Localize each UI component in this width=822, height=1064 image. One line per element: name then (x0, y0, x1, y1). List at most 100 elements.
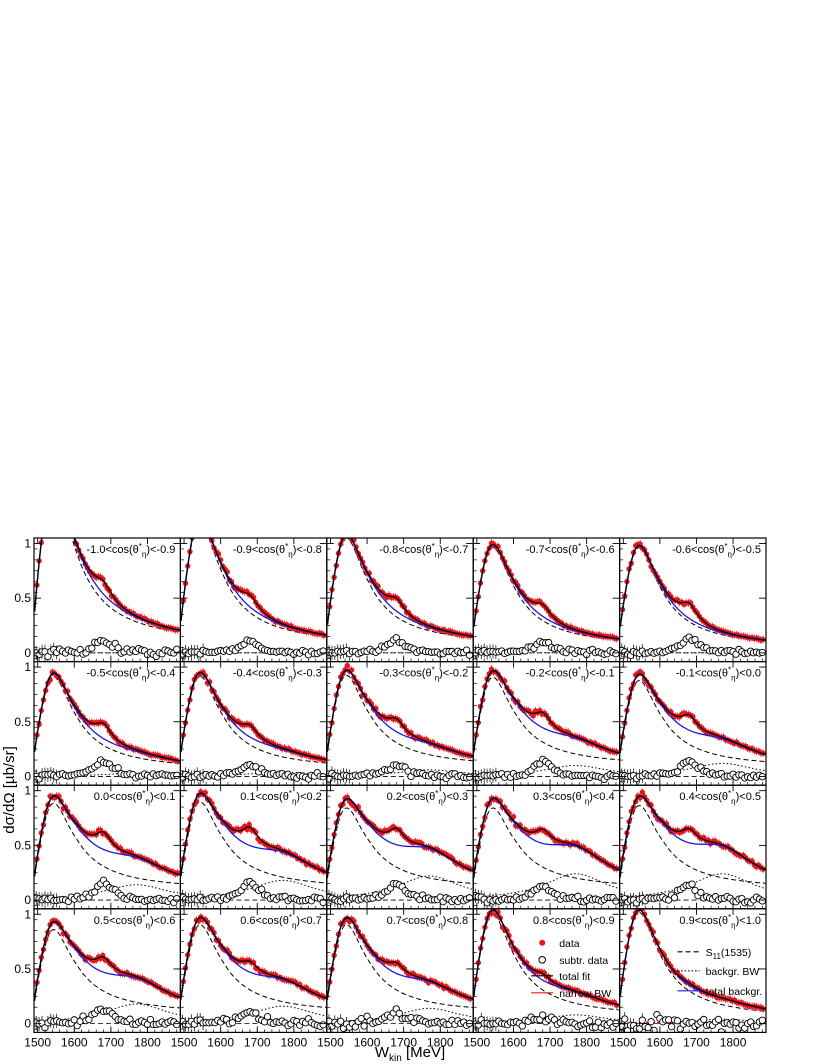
panel-content (34, 668, 181, 786)
subtr-data-point (173, 645, 181, 653)
panel-label: -0.2<cos(θ*η)<-0.1 (526, 666, 615, 683)
subtr-data-point (621, 1015, 629, 1023)
panel-4: -0.7<cos(θ*η)<-0.6 (472, 537, 621, 663)
panel-content (34, 916, 181, 1033)
subtr-data-point (465, 773, 474, 781)
panel-2: -0.9<cos(θ*η)<-0.8 (179, 517, 328, 663)
panel-label: 0.0<cos(θ*η)<0.1 (94, 789, 176, 806)
legend-entry-subtr: subtr. data (538, 955, 608, 967)
panel-label: 0.2<cos(θ*η)<0.3 (387, 789, 469, 806)
data-point (65, 510, 70, 515)
data-point (205, 522, 210, 527)
data-point (203, 523, 208, 528)
x-tick-label: 1600 (354, 1035, 381, 1049)
panel-frame (618, 908, 767, 1033)
legend-marker (539, 939, 546, 946)
data-point (200, 522, 205, 527)
data-point (45, 492, 50, 497)
subtr-data-point (673, 1017, 682, 1025)
subtr-data-point (88, 644, 96, 652)
legend-label: total backgr. (706, 986, 763, 998)
panel-content (34, 487, 181, 662)
panel-label: 0.5<cos(θ*η)<0.6 (94, 913, 176, 930)
data-point (246, 821, 252, 828)
panel-content (619, 539, 766, 662)
panel-content (619, 788, 766, 909)
subtr-data-point (258, 885, 266, 893)
data-point (347, 531, 352, 536)
s11-curve (34, 676, 180, 764)
subtr-data-point (585, 1017, 594, 1025)
panel-17: 1500 1600 1700 1800 0.6<cos(θ*η)<0.7 (171, 908, 328, 1049)
panel-label: 0.7<cos(θ*η)<0.8 (387, 913, 469, 930)
panel-content (473, 908, 620, 1033)
legend-label: narrow BW (559, 988, 611, 1000)
s11-curve (327, 807, 473, 884)
total-background-curve (34, 538, 180, 632)
legend-label: S11(1535) (706, 947, 752, 961)
total-fit-curve (326, 538, 473, 637)
total-background-curve (473, 798, 620, 875)
subtr-data-point (337, 1017, 345, 1025)
panel-label: 0.4<cos(θ*η)<0.5 (679, 789, 761, 806)
s11-curve (34, 802, 180, 885)
subtr-data-point (758, 897, 766, 905)
panel-label: -0.3<cos(θ*η)<-0.2 (379, 666, 468, 683)
total-fit-curve (619, 544, 766, 641)
data-point (198, 519, 203, 524)
panel-label: -0.1<cos(θ*η)<0.0 (676, 666, 761, 683)
data-point (530, 713, 536, 719)
data-point (342, 532, 347, 537)
data-point (56, 487, 61, 492)
total-fit-curve (619, 673, 766, 755)
legend-entry-s11: S11(1535) (677, 947, 752, 961)
subtr-data-point (173, 771, 181, 779)
panel-18: 1500 1600 1700 1800 0.7<cos(θ*η)<0.8 (317, 908, 474, 1049)
subtr-data-point (252, 1009, 260, 1017)
subtr-data-point (700, 1015, 708, 1024)
total-fit-curve (473, 543, 619, 640)
legend-marker (538, 956, 547, 964)
data-point (207, 530, 212, 535)
panel-content (473, 539, 620, 660)
x-tick-label: 1700 (683, 1035, 710, 1049)
panel-label: 0.9<cos(θ*η)<1.0 (679, 913, 761, 930)
total-fit-curve (180, 916, 327, 999)
panel-frame (472, 908, 621, 1033)
panel-content (34, 792, 181, 908)
x-tick-label: 1500 (24, 1035, 51, 1049)
s11-curve (34, 538, 180, 633)
y-tick-label: 1 (24, 536, 31, 550)
y-tick-label: 0.5 (14, 591, 31, 605)
panel-content (180, 668, 327, 785)
subtr-data-point (228, 1019, 237, 1027)
panel-7: -0.4<cos(θ*η)<-0.3 (179, 660, 328, 786)
data-point (67, 522, 72, 527)
total-fit-curve (180, 792, 327, 874)
panel-content (326, 793, 474, 909)
panel-content (180, 912, 327, 1032)
total-fit-curve (180, 671, 327, 761)
panel-9: -0.2<cos(θ*η)<-0.1 (472, 660, 621, 786)
total-fit-curve (473, 669, 620, 754)
s11-curve (180, 924, 327, 1008)
subtr-data-point (539, 1011, 547, 1019)
subtr-data-point (667, 1023, 676, 1031)
data-point (196, 517, 201, 522)
panel-13: 0.2<cos(θ*η)<0.3 (326, 784, 474, 910)
y-tick-label: 0.5 (14, 715, 31, 729)
data-point (344, 662, 350, 669)
x-tick-label: 1700 (98, 1035, 125, 1049)
s11-curve (180, 801, 327, 884)
subtr-data-point (673, 768, 682, 776)
x-tick-label: 1600 (647, 1035, 674, 1049)
y-tick-label: 0 (24, 769, 31, 783)
data-point (72, 531, 77, 536)
total-fit-curve (619, 909, 766, 1010)
panel-3: -0.8<cos(θ*η)<-0.7 (326, 531, 474, 663)
panel-content (180, 517, 327, 662)
x-tick-label: 1800 (281, 1035, 308, 1049)
x-tick-label: 1500 (464, 1035, 491, 1049)
subtr-data-point (518, 1022, 526, 1030)
plot-area: 0 0.5 1 -1.0<cos(θ*η)<-0.9 -0.9<cos(θ*η)<-0.… (14, 487, 767, 1049)
